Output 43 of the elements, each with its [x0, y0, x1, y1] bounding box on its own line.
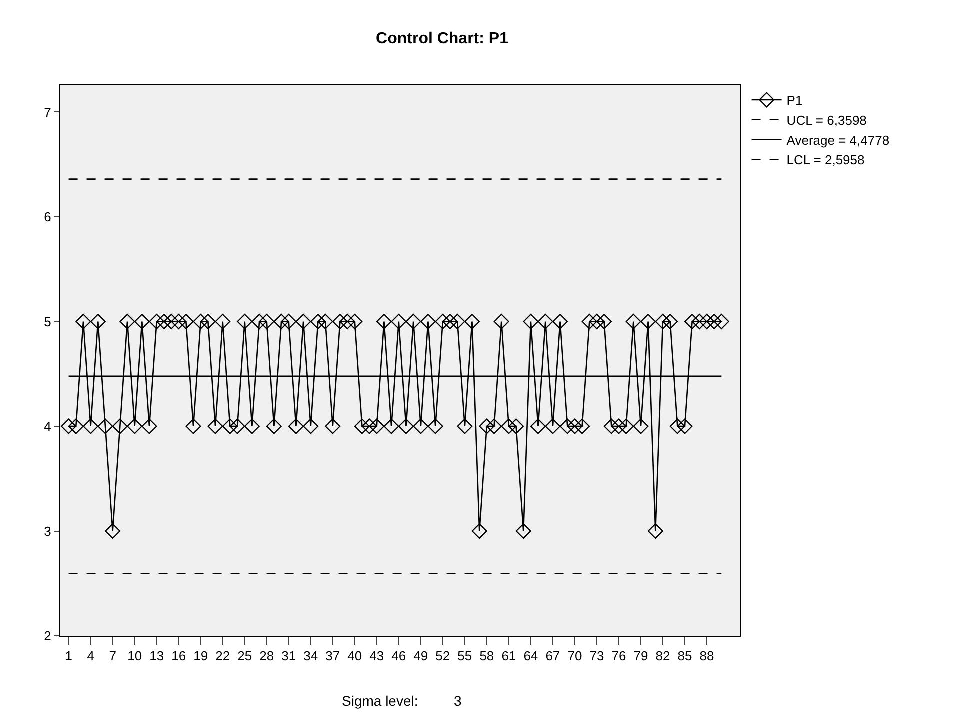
x-tick-label: 7	[109, 648, 116, 664]
x-tick-label: 28	[260, 648, 274, 664]
x-tick-label: 49	[414, 648, 428, 664]
y-tick-label: 5	[44, 314, 52, 330]
x-tick-label: 55	[458, 648, 472, 664]
x-tick-label: 1	[65, 648, 72, 664]
y-tick-label: 6	[44, 210, 52, 225]
x-tick-label: 88	[700, 648, 714, 664]
x-tick-label: 19	[194, 648, 208, 664]
x-tick-label: 73	[590, 648, 604, 664]
y-tick-label: 4	[44, 419, 52, 434]
legend-label: UCL = 6,3598	[786, 112, 867, 128]
x-tick-label: 76	[612, 648, 626, 664]
text: Sigma level:	[342, 693, 418, 709]
x-tick-label: 67	[546, 648, 560, 664]
x-tick-label: 85	[678, 648, 692, 664]
x-tick-label: 4	[87, 648, 94, 664]
chart-title: Control Chart: P1	[376, 30, 509, 48]
x-tick-label: 64	[524, 648, 538, 664]
legend-label: P1	[786, 93, 803, 108]
x-tick-label: 13	[150, 648, 164, 664]
x-tick-label: 61	[502, 648, 516, 664]
x-tick-label: 22	[216, 648, 230, 664]
x-tick-label: 34	[304, 648, 318, 664]
legend-label: LCL = 2,5958	[786, 152, 865, 168]
y-tick-label: 7	[44, 104, 52, 120]
y-tick-label: 2	[44, 628, 52, 644]
x-tick-label: 43	[370, 648, 384, 664]
x-tick-label: 46	[392, 648, 406, 664]
x-tick-label: 31	[282, 648, 296, 664]
x-tick-label: 58	[480, 648, 494, 664]
x-tick-label: 37	[326, 648, 340, 664]
x-tick-label: 52	[436, 648, 450, 664]
text: 3	[454, 693, 462, 709]
x-tick-label: 40	[348, 648, 362, 664]
legend-label: Average = 4,4778	[786, 132, 890, 148]
x-tick-label: 70	[568, 648, 582, 664]
x-tick-label: 79	[634, 648, 648, 664]
x-tick-label: 10	[128, 648, 142, 664]
x-tick-label: 16	[172, 648, 186, 664]
x-tick-label: 25	[238, 648, 252, 664]
y-tick-label: 3	[44, 524, 52, 539]
x-tick-label: 82	[656, 648, 670, 664]
